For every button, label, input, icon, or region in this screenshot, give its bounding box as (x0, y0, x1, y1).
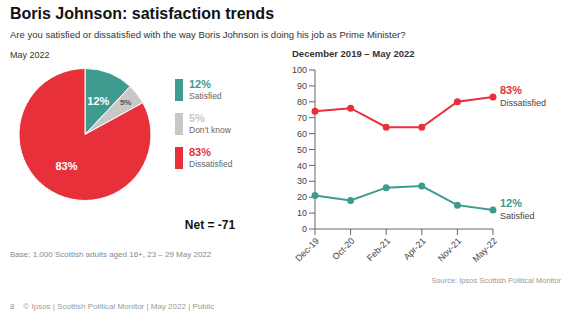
html-text:Are you satisfied or dissatisf: Are you satisfied or dissatisfied with t… (10, 29, 406, 40)
svg-text:Satisfied: Satisfied (500, 211, 535, 221)
svg-text:Apr-21: Apr-21 (402, 236, 428, 262)
html-text:May 2022: May 2022 (10, 50, 50, 60)
html-text:Source: Ipsos Scottish Politic: Source: Ipsos Scottish Political Monitor (431, 276, 561, 285)
html-text:Net = -71: Net = -71 (184, 218, 236, 232)
html-text:12%: 12% (189, 78, 211, 90)
html-text:Boris Johnson: satisfaction tr: Boris Johnson: satisfaction trends (10, 5, 274, 22)
svg-text:12%: 12% (500, 197, 522, 209)
svg-text:20: 20 (297, 192, 307, 202)
html-text:Dissatisfied: Dissatisfied (189, 159, 233, 169)
html-text:Don't know: Don't know (189, 125, 231, 135)
html-text:December 2019 – May 2022: December 2019 – May 2022 (292, 48, 415, 59)
svg-text:60: 60 (297, 129, 307, 139)
svg-text:40: 40 (297, 161, 307, 171)
svg-text:90: 90 (297, 81, 307, 91)
svg-text:Nov-21: Nov-21 (436, 236, 464, 264)
svg-text:Dec-19: Dec-19 (293, 236, 321, 264)
svg-text:10: 10 (297, 208, 307, 218)
html-text:Satisfied: Satisfied (189, 91, 222, 101)
svg-text:100: 100 (292, 65, 307, 75)
svg-text:30: 30 (297, 176, 307, 186)
svg-text:May-22: May-22 (471, 236, 499, 264)
svg-text:Feb-21: Feb-21 (365, 236, 392, 263)
svg-text:Dissatisfied: Dissatisfied (500, 98, 546, 108)
svg-text:83%: 83% (56, 160, 78, 172)
svg-text:0: 0 (302, 224, 307, 234)
svg-text:Oct-20: Oct-20 (330, 236, 356, 262)
html-text:83%: 83% (189, 146, 211, 158)
svg-text:83%: 83% (500, 84, 522, 96)
svg-text:5%: 5% (120, 98, 132, 107)
svg-text:12%: 12% (87, 95, 109, 107)
html-text:5%: 5% (189, 112, 205, 124)
html-text:Base: 1,000 Scottish adults ag: Base: 1,000 Scottish adults aged 16+, 23… (10, 250, 212, 259)
svg-text:50: 50 (297, 145, 307, 155)
svg-text:70: 70 (297, 113, 307, 123)
html-text:8 © Ipsos | Scottish Political: 8 © Ipsos | Scottish Political Monitor |… (10, 302, 215, 311)
svg-text:80: 80 (297, 97, 307, 107)
